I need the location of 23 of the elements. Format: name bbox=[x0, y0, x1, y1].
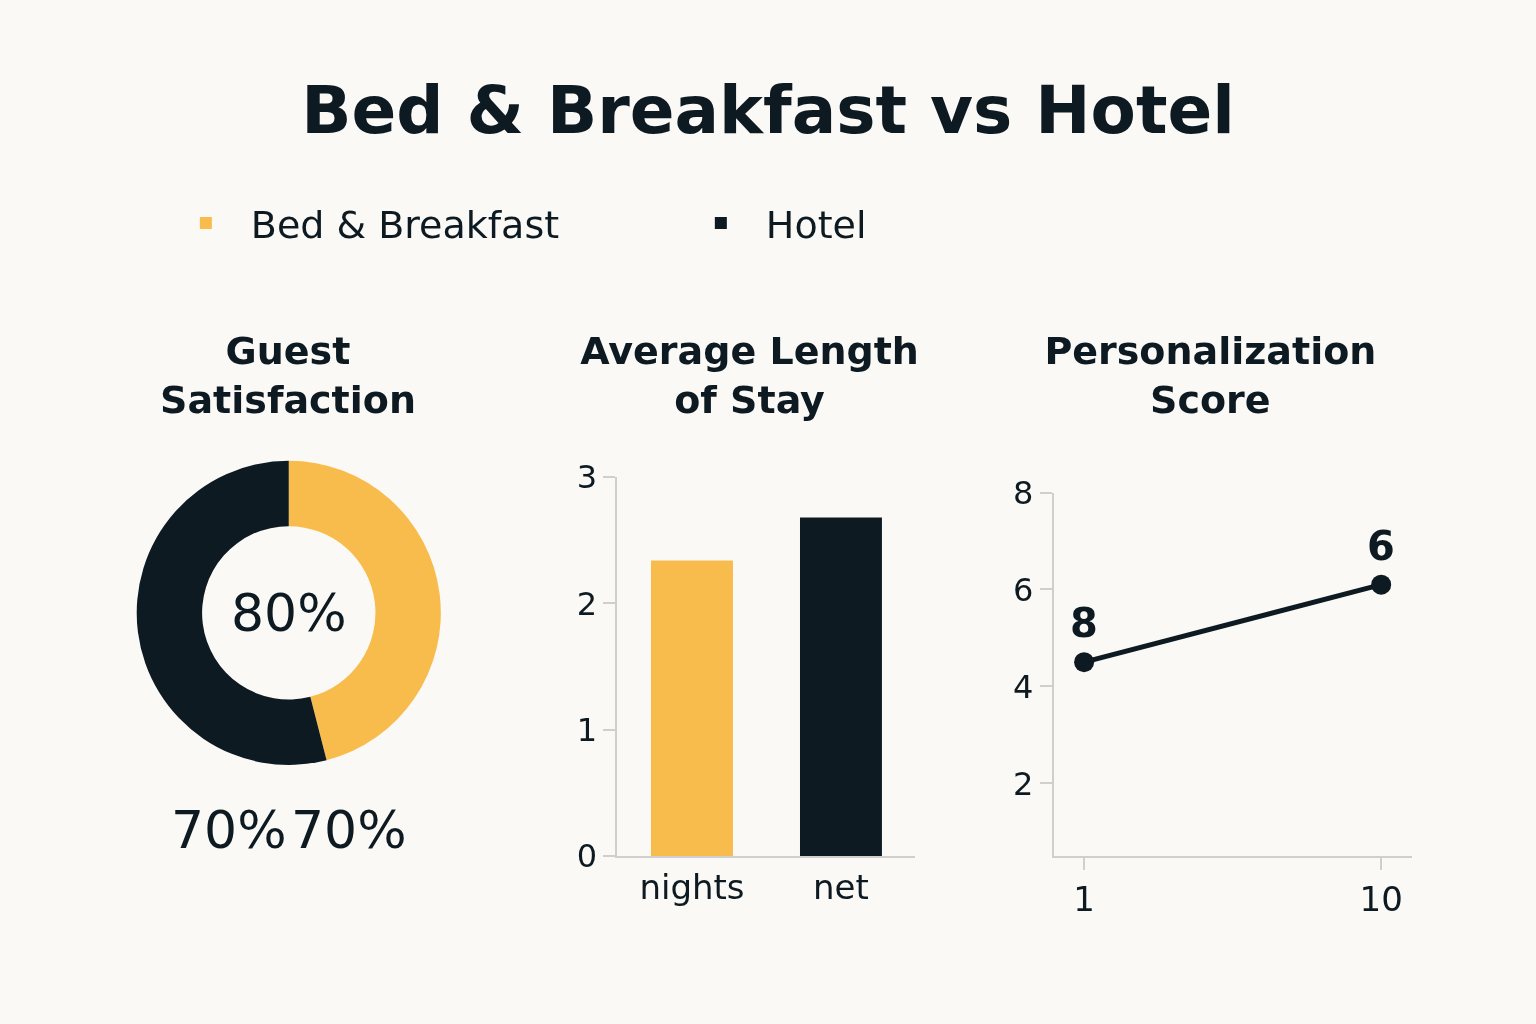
text: Guest Satisfaction bbox=[160, 328, 416, 422]
x-tick-label: net bbox=[813, 866, 869, 907]
legend-label: Bed & Breakfast bbox=[250, 202, 560, 247]
text: 70% bbox=[171, 800, 287, 860]
x-tick-label: nights bbox=[639, 866, 745, 907]
y-tick-label: 2 bbox=[576, 584, 598, 623]
text: 80% bbox=[231, 583, 347, 643]
y-tick-label: 2 bbox=[1012, 764, 1034, 803]
y-tick-label: 0 bbox=[576, 837, 598, 876]
y-tick-label: 8 bbox=[1012, 473, 1034, 512]
x-tick-label: 1 bbox=[1073, 878, 1095, 919]
y-tick-label: 4 bbox=[1012, 667, 1034, 706]
chart-title: Average Length of Stay bbox=[580, 328, 919, 422]
text: Bed & Breakfast vs Hotel bbox=[300, 72, 1236, 149]
text: 70% bbox=[291, 800, 407, 860]
legend-label: Hotel bbox=[765, 202, 867, 247]
y-tick-label: 1 bbox=[576, 710, 598, 749]
chart-title: Personalization Score bbox=[1044, 328, 1377, 422]
x-tick-label: 10 bbox=[1359, 878, 1403, 919]
annotation: 6 bbox=[1367, 523, 1395, 569]
y-tick-label: 3 bbox=[576, 458, 598, 497]
annotation: 8 bbox=[1070, 600, 1098, 646]
y-tick-label: 6 bbox=[1012, 570, 1034, 609]
